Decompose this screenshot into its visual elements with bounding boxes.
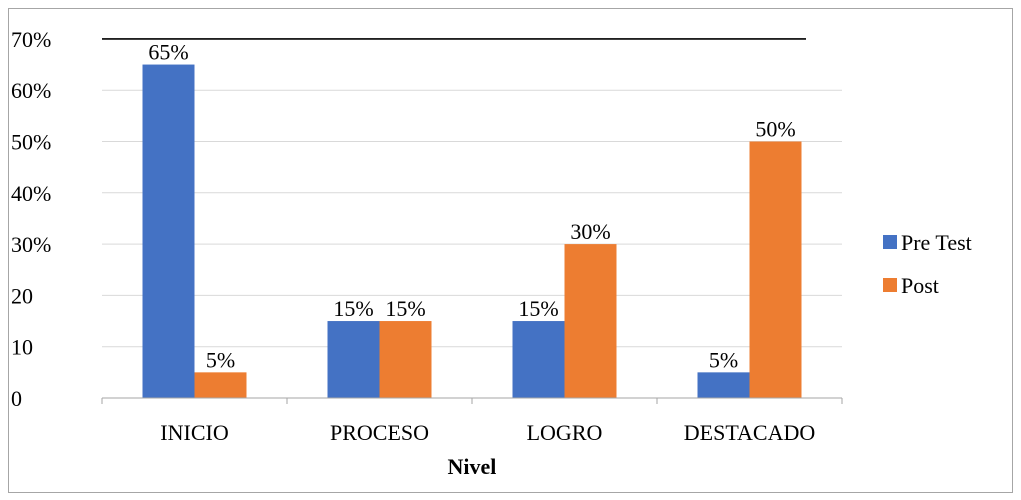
x-tick-label: INICIO <box>160 420 228 445</box>
bar-pre-test-proceso <box>327 321 380 398</box>
y-tick-label: 50% <box>11 130 51 155</box>
y-tick-label: 40% <box>11 181 51 206</box>
data-labels: 65% 5% 15% 15% 15% 30% 5% 50% <box>148 40 795 373</box>
x-tick-label: LOGRO <box>527 420 603 445</box>
data-label: 5% <box>709 347 738 372</box>
x-tick-label: DESTACADO <box>684 420 815 445</box>
y-tick-label: 60% <box>11 78 51 103</box>
x-axis-tick-labels: INICIO PROCESO LOGRO DESTACADO <box>160 420 815 445</box>
x-axis-ticks <box>101 398 843 404</box>
y-tick-label: 20 <box>11 283 33 308</box>
data-label: 5% <box>206 347 235 372</box>
data-label: 15% <box>385 296 425 321</box>
y-tick-label: 30% <box>11 232 51 257</box>
chart-frame: 0 10 20 30% 40% 50% 60% 70% INICIO PROCESO LOGRO D… <box>8 8 1013 493</box>
bar-pre-test-logro <box>512 321 565 398</box>
data-label: 65% <box>148 40 188 65</box>
y-tick-label: 10 <box>11 335 33 360</box>
data-label: 15% <box>333 296 373 321</box>
legend: Pre Test Post <box>883 230 972 298</box>
bar-post-inicio <box>194 372 247 398</box>
bar-pre-test-destacado <box>697 372 750 398</box>
bars <box>142 64 802 399</box>
data-label: 50% <box>755 117 795 142</box>
x-tick-label: PROCESO <box>330 420 429 445</box>
y-tick-label: 0 <box>11 386 22 411</box>
x-axis-title: Nivel <box>448 454 497 479</box>
legend-label: Pre Test <box>901 230 972 255</box>
legend-label: Post <box>901 273 939 298</box>
data-label: 30% <box>570 219 610 244</box>
grid-lines <box>102 38 842 348</box>
bar-post-logro <box>564 244 617 398</box>
bar-chart: 0 10 20 30% 40% 50% 60% 70% INICIO PROCESO LOGRO D… <box>11 27 972 479</box>
bar-pre-test-inicio <box>142 64 195 399</box>
legend-swatch <box>883 235 897 249</box>
data-label: 15% <box>518 296 558 321</box>
y-tick-label: 70% <box>11 27 51 52</box>
bar-post-proceso <box>379 321 432 398</box>
y-axis-tick-labels: 0 10 20 30% 40% 50% 60% 70% <box>11 27 51 411</box>
legend-swatch <box>883 278 897 292</box>
bar-post-destacado <box>749 141 802 398</box>
